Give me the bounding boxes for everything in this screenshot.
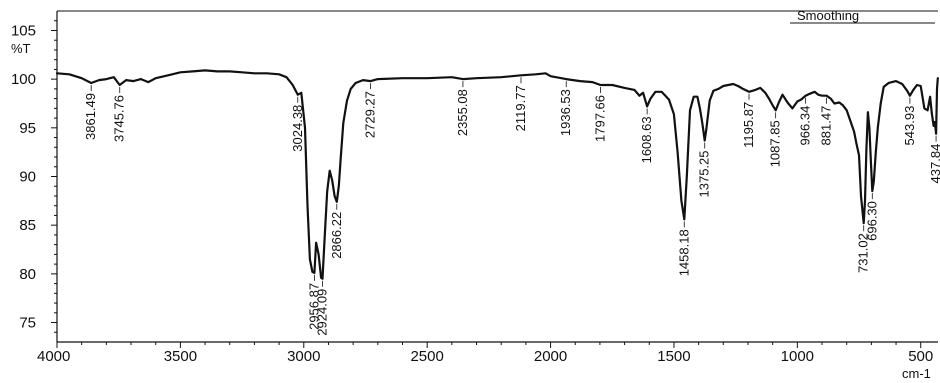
peak-label: 966.34 [798,106,813,146]
peak-label: 3861.49 [83,93,98,140]
x-tick-label: 4000 [37,348,70,365]
peak-label: 1195.87 [741,102,756,148]
peak-marker: 543.93 [902,97,917,146]
y-axis-title: %T [11,41,31,56]
peak-marker: 1087.85 [768,112,783,167]
peak-label: 437.84 [928,144,940,184]
peak-label: 1608.63 [639,116,654,163]
y-tick-label: 105 [11,22,36,39]
peak-label: 2355.08 [455,89,470,136]
peak-marker: 881.47 [819,97,834,146]
peak-marker: 437.84 [928,135,940,184]
peak-marker: 2729.27 [363,83,378,138]
legend-label: Smoothing [797,8,859,23]
y-tick-label: 80 [19,266,36,283]
legend: Smoothing [790,8,935,24]
peak-label: 1458.18 [676,229,691,276]
x-tick-label: 500 [908,348,933,365]
y-tick-label: 75 [19,315,36,332]
peak-label: 2924.09 [315,289,330,336]
peak-marker: 1608.63 [639,108,654,163]
x-tick-label: 1000 [781,348,814,365]
peak-label: 1797.66 [593,95,608,142]
y-tick-label: 100 [11,71,36,88]
peak-marker: 1375.25 [697,142,712,198]
peak-marker: 2119.77 [513,77,528,131]
peak-label: 731.02 [856,233,871,273]
peak-marker: 696.30 [864,193,879,241]
peak-marker: 3024.38 [290,96,305,152]
peak-marker: 1936.53 [558,81,573,136]
peak-label: 3024.38 [290,105,305,152]
peak-label: 1087.85 [768,120,783,167]
peak-marker: 2866.22 [329,203,344,259]
peak-marker: 3745.76 [112,86,127,142]
peak-label: 2119.77 [513,85,528,131]
y-tick-label: 85 [19,217,36,234]
axes [56,10,938,343]
peak-label: 2866.22 [329,212,344,259]
y-tick-label: 90 [19,169,36,186]
y-tick-label: 95 [19,120,36,137]
peak-marker: 3861.49 [83,85,98,140]
peak-label: 543.93 [902,106,917,146]
peak-marker: 1458.18 [676,221,691,276]
tick-marks: 4000 3500 3000 2500 2000 1500 1000 500 75 80 85 90 9… [11,20,933,365]
x-tick-label: 2500 [410,348,443,365]
peak-label: 2956.87 [306,283,321,330]
peak-marker: 731.02 [856,225,871,273]
x-tick-label: 3500 [164,348,197,365]
peak-label: 2729.27 [363,91,378,138]
spectrum-series [55,69,939,280]
peak-marker: 2355.08 [455,81,470,136]
peak-label: 696.30 [864,201,879,241]
peak-marker: 966.34 [798,97,813,146]
peak-marker: 1195.87 [741,93,756,148]
peak-label: 881.47 [819,106,834,146]
spectrum-line [55,69,939,280]
peak-label: 3745.76 [112,95,127,142]
peak-marker: 2924.09 [315,280,330,336]
x-tick-label: 1500 [657,348,690,365]
peak-label: 1936.53 [558,89,573,136]
x-tick-label: 3000 [287,348,320,365]
peak-marker: 2956.87 [306,274,321,330]
peak-marker: 1797.66 [593,86,608,142]
peak-label: 1375.25 [697,151,712,198]
x-tick-label: 2000 [534,348,567,365]
x-axis-title: cm-1 [902,366,931,381]
